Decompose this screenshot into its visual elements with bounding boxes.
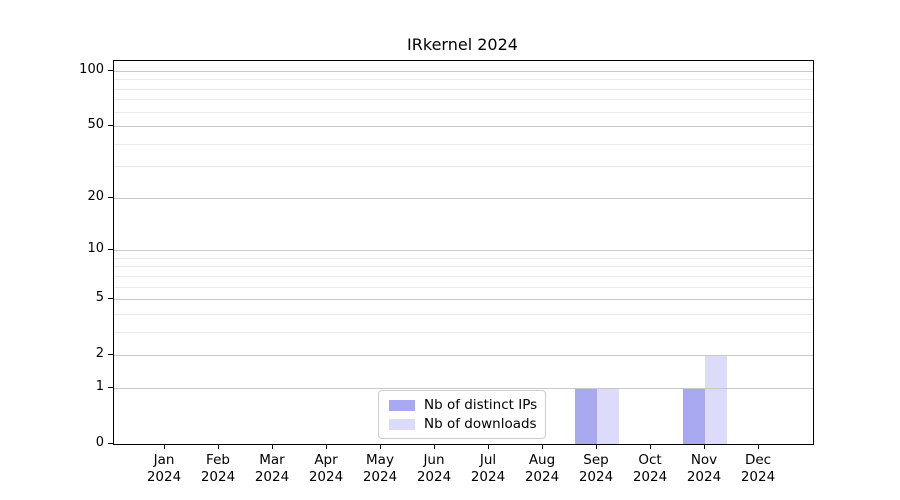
legend-row-downloads: Nb of downloads: [389, 416, 537, 432]
x-tick-label-sep: Sep 2024: [578, 452, 614, 485]
gridline-minor-6: [114, 286, 813, 288]
legend-label-downloads: Nb of downloads: [424, 416, 537, 432]
y-tick-mark-0: [108, 443, 113, 444]
y-tick-mark-10: [108, 249, 113, 251]
gridline-minor-30: [114, 166, 813, 168]
legend: Nb of distinct IPs Nb of downloads: [378, 390, 546, 439]
plot-area: Nb of distinct IPs Nb of downloads: [113, 60, 814, 445]
x-tick-mark-oct: [650, 444, 651, 449]
y-tick-label-20: 20: [87, 188, 104, 204]
x-tick-mark-apr: [326, 444, 327, 449]
x-tick-label-feb: Feb 2024: [200, 452, 236, 485]
legend-label-distinct-ips: Nb of distinct IPs: [424, 397, 538, 413]
x-tick-mark-mar: [272, 444, 273, 449]
gridline-minor-60: [114, 111, 813, 113]
x-tick-label-jul: Jul 2024: [470, 452, 506, 485]
x-tick-label-jan: Jan 2024: [146, 452, 182, 485]
x-tick-label-jun: Jun 2024: [416, 452, 452, 485]
y-tick-label-5: 5: [95, 290, 104, 306]
gridline-major-2: [114, 355, 813, 357]
legend-row-distinct-ips: Nb of distinct IPs: [389, 397, 538, 413]
x-tick-mark-aug: [542, 444, 543, 449]
x-tick-label-aug: Aug 2024: [524, 452, 560, 485]
legend-swatch-distinct-ips: [389, 399, 415, 411]
y-tick-label-10: 10: [87, 241, 104, 257]
x-tick-mark-jul: [488, 444, 489, 449]
x-tick-mark-jun: [434, 444, 435, 449]
gridline-minor-4: [114, 313, 813, 315]
x-tick-label-mar: Mar 2024: [254, 452, 290, 485]
gridline-minor-80: [114, 88, 813, 90]
x-tick-label-oct: Oct 2024: [632, 452, 668, 485]
gridline-minor-3: [114, 331, 813, 333]
gridline-minor-70: [114, 99, 813, 101]
gridline-minor-8: [114, 266, 813, 268]
gridline-minor-7: [114, 275, 813, 277]
gridline-minor-9: [114, 257, 813, 259]
gridline-minor-90: [114, 79, 813, 81]
x-tick-label-may: May 2024: [362, 452, 398, 485]
y-tick-label-50: 50: [87, 117, 104, 133]
y-tick-mark-1: [108, 386, 113, 388]
gridline-minor-40: [114, 143, 813, 145]
x-tick-label-nov: Nov 2024: [686, 452, 722, 485]
y-tick-mark-100: [108, 70, 113, 71]
x-tick-mark-may: [380, 444, 381, 449]
x-tick-mark-sep: [596, 444, 597, 449]
x-tick-label-dec: Dec 2024: [740, 452, 776, 485]
y-tick-mark-2: [108, 354, 113, 356]
y-tick-label-2: 2: [95, 346, 104, 362]
gridline-major-20: [114, 197, 813, 199]
x-tick-mark-dec: [758, 444, 759, 449]
bar-downloads-nov: [705, 355, 727, 444]
x-tick-mark-feb: [218, 444, 219, 449]
chart-title: IRkernel 2024: [407, 35, 518, 54]
y-tick-label-1: 1: [95, 378, 104, 394]
y-tick-label-100: 100: [79, 62, 104, 77]
gridline-major-1: [114, 387, 813, 389]
x-tick-label-apr: Apr 2024: [308, 452, 344, 485]
y-tick-label-0: 0: [95, 435, 104, 450]
y-tick-mark-5: [108, 298, 113, 300]
gridline-major-5: [114, 299, 813, 301]
gridline-major-100: [114, 71, 813, 72]
x-tick-mark-jan: [164, 444, 165, 449]
bar-distinct-ips-sep: [575, 387, 597, 444]
gridline-major-50: [114, 126, 813, 128]
bar-downloads-sep: [597, 387, 619, 444]
gridline-major-10: [114, 250, 813, 252]
legend-swatch-downloads: [389, 418, 415, 430]
bar-distinct-ips-nov: [683, 387, 705, 444]
y-tick-mark-20: [108, 196, 113, 198]
x-tick-mark-nov: [704, 444, 705, 449]
y-tick-mark-50: [108, 125, 113, 127]
